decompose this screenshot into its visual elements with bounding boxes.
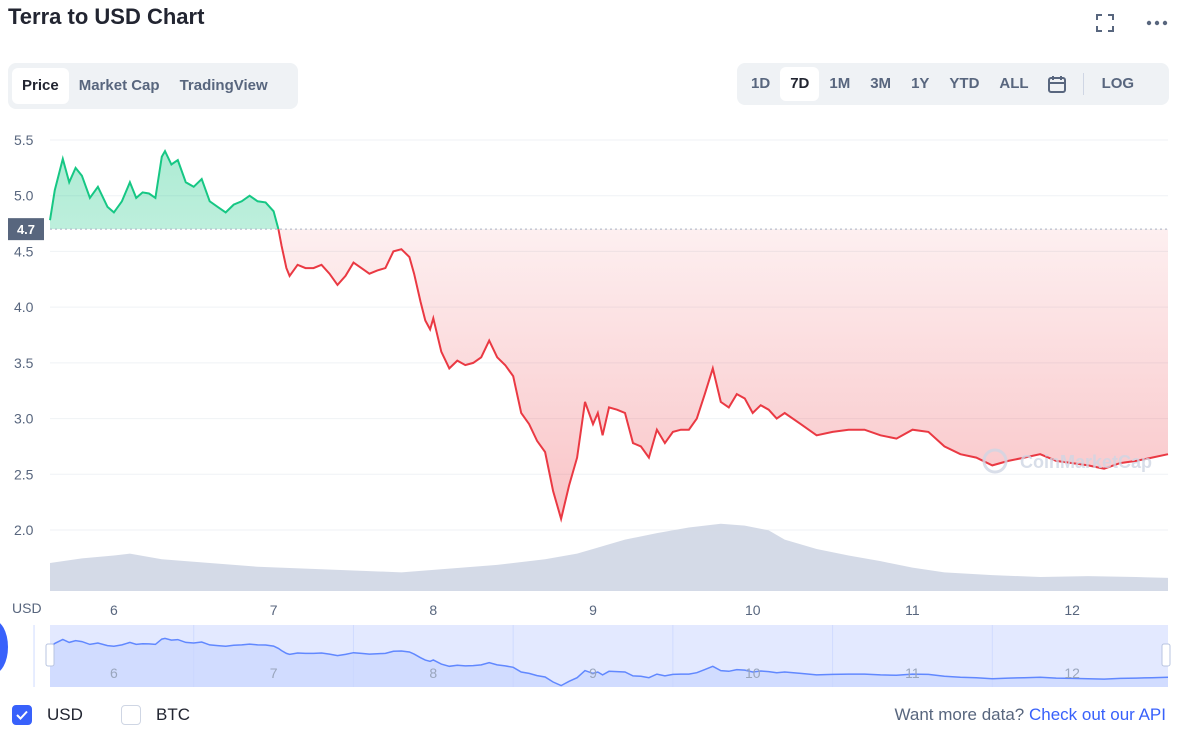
reference-badge (8, 218, 44, 241)
range-all[interactable]: ALL (999, 75, 1029, 92)
log-toggle[interactable]: LOG (1101, 75, 1135, 92)
x-tick-label: 6 (110, 602, 118, 618)
price-line-up (49, 148, 280, 230)
tab-market-cap[interactable]: Market Cap (78, 77, 160, 94)
watermark-logo (982, 448, 1008, 474)
range-1d[interactable]: 1D (751, 75, 771, 92)
range-tabs: 1D 7D 1M 3M 1Y YTD ALL LOG (737, 63, 1169, 105)
x-tick-label: 11 (905, 602, 920, 618)
x-tick-label: 9 (589, 602, 597, 618)
api-link[interactable]: Check out our API (1028, 705, 1166, 724)
price-chart[interactable]: 5.5 5.0 4.5 4.0 3.5 3.0 2.5 2.0 4.7 CoinMarketCa… (0, 0, 1194, 700)
x-tick-label: 10 (745, 602, 761, 618)
range-3m[interactable]: 3M (870, 75, 892, 92)
navigator-tick-label: 7 (270, 665, 278, 681)
navigator-tick-label: 10 (745, 665, 761, 681)
reference-label: 4.7 (17, 222, 35, 237)
chart-footer: USD BTC Want more data? Check out our AP… (0, 700, 1194, 740)
navigator-tick-label: 8 (429, 665, 437, 681)
usd-checkbox[interactable] (12, 705, 32, 725)
y-unit-label: USD (12, 600, 42, 616)
y-tick-label: 3.5 (14, 355, 34, 371)
side-widget-button[interactable] (0, 620, 8, 674)
y-tick-label: 4.5 (14, 243, 34, 259)
navigator-line (49, 637, 1169, 687)
y-tick-label: 2.0 (14, 522, 34, 538)
btc-checkbox[interactable] (121, 705, 141, 725)
y-tick-label: 2.5 (14, 466, 34, 482)
range-1m[interactable]: 1M (829, 75, 851, 92)
view-tabs: Price Market Cap TradingView (8, 63, 298, 109)
tab-tradingview[interactable]: TradingView (179, 77, 268, 94)
fullscreen-icon[interactable] (1094, 12, 1116, 34)
btc-label: BTC (156, 705, 190, 724)
price-line-down (277, 229, 1169, 523)
range-7d[interactable]: 7D (780, 67, 820, 101)
watermark-text: CoinMarketCap (1020, 452, 1152, 472)
y-tick-label: 5.0 (14, 188, 34, 204)
range-1y[interactable]: 1Y (911, 75, 930, 92)
page-title: Terra to USD Chart (8, 4, 205, 29)
x-tick-label: 7 (270, 602, 278, 618)
navigator-tick-label: 6 (110, 665, 118, 681)
x-tick-label: 12 (1064, 602, 1080, 618)
navigator-tick-label: 12 (1064, 665, 1080, 681)
navigator-left-handle[interactable] (45, 643, 55, 667)
api-promo: Want more data? Check out our API (894, 705, 1166, 725)
tab-price[interactable]: Price (12, 68, 69, 104)
navigator-tick-label: 11 (905, 665, 920, 681)
navigator-area (50, 638, 1168, 687)
y-tick-label: 5.5 (14, 132, 34, 148)
calendar-icon[interactable] (1039, 67, 1075, 101)
more-dots-icon[interactable] (1146, 12, 1168, 34)
range-divider (1082, 73, 1084, 95)
y-tick-label: 3.0 (14, 411, 34, 427)
y-tick-label: 4.0 (14, 299, 34, 315)
price-area-down (50, 229, 1168, 519)
range-ytd[interactable]: YTD (949, 75, 980, 92)
navigator-right-handle[interactable] (1161, 643, 1171, 667)
navigator-tick-label: 9 (589, 665, 597, 681)
volume-area (50, 523, 1168, 591)
x-tick-label: 8 (429, 602, 437, 618)
usd-label: USD (47, 705, 83, 724)
api-promo-text: Want more data? (894, 705, 1029, 724)
